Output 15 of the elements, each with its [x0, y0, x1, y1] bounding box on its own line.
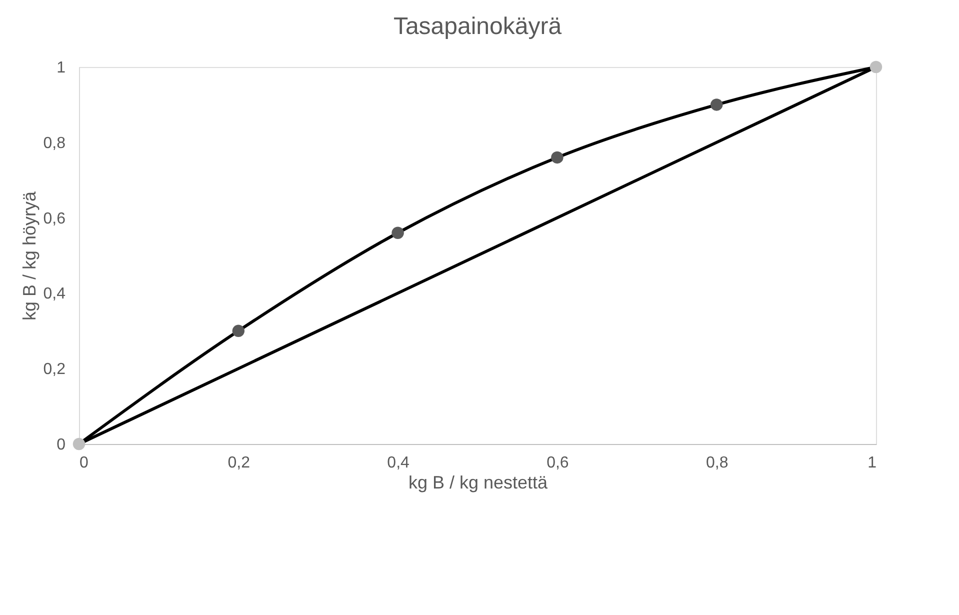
y-tick-label: 1	[56, 60, 66, 76]
x-tick-label: 0,2	[228, 454, 250, 472]
x-tick-label: 1	[868, 454, 877, 472]
x-tick-label: 0,8	[706, 454, 728, 472]
y-tick-label: 0,4	[43, 286, 66, 303]
y-axis-title: kg B / kg höyryä	[19, 190, 40, 321]
x-tick-label: 0,6	[546, 454, 569, 472]
chart-title: Tasapainokäyrä	[393, 13, 562, 40]
x-tick-label: 0,4	[387, 454, 410, 472]
y-tick-label: 0,2	[43, 361, 66, 378]
y-tick-label: 0	[56, 436, 66, 454]
y-tick-label: 0,6	[43, 210, 66, 228]
y-tick-label: 0,8	[43, 134, 66, 152]
x-tick-label: 0	[80, 454, 88, 472]
x-axis-title: kg B / kg nestettä	[408, 472, 549, 492]
